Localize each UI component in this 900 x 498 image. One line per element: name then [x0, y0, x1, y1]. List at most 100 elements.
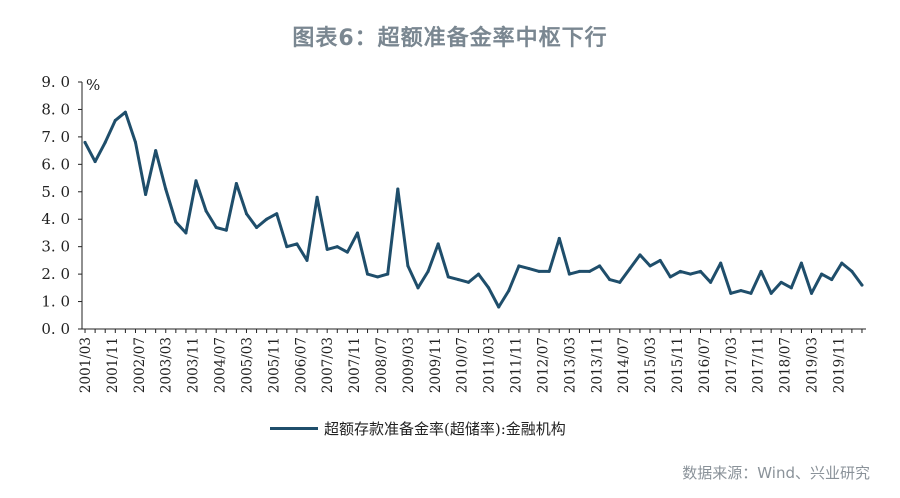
data-point — [517, 264, 521, 268]
x-tick-label: 2002/07 — [132, 337, 148, 393]
x-tick-label: 2012/07 — [535, 337, 551, 393]
data-point — [416, 286, 420, 290]
x-tick-label: 2005/03 — [239, 337, 255, 393]
data-point — [678, 269, 682, 273]
data-point — [376, 275, 380, 279]
y-tick-label: 6. 0 — [41, 155, 70, 173]
data-point — [729, 291, 733, 295]
data-point — [598, 264, 602, 268]
data-point — [366, 272, 370, 276]
data-point — [699, 269, 703, 273]
data-point — [456, 278, 460, 282]
y-tick-label: 3. 0 — [41, 238, 70, 256]
x-tick-label: 2011/03 — [482, 337, 498, 393]
data-point — [688, 272, 692, 276]
x-tick-label: 2016/07 — [697, 337, 713, 393]
x-tick-label: 2009/11 — [428, 337, 444, 393]
data-point — [345, 250, 349, 254]
data-point — [144, 193, 148, 197]
data-point — [133, 140, 137, 144]
x-tick-label: 2007/11 — [347, 337, 363, 393]
y-tick-label: 2. 0 — [41, 265, 70, 283]
data-point — [477, 272, 481, 276]
data-point — [759, 269, 763, 273]
data-point — [194, 179, 198, 183]
data-point — [335, 245, 339, 249]
x-tick-label: 2014/07 — [616, 337, 632, 393]
data-point — [386, 272, 390, 276]
data-point — [255, 225, 259, 229]
data-point — [860, 283, 864, 287]
data-point — [709, 280, 713, 284]
y-tick-label: 5. 0 — [41, 183, 70, 201]
x-tick-label: 2005/11 — [266, 337, 282, 393]
data-point — [557, 236, 561, 240]
data-point — [265, 217, 269, 221]
data-point — [174, 220, 178, 224]
x-tick-label: 2018/07 — [778, 337, 794, 393]
x-tick-label: 2008/07 — [374, 337, 390, 393]
data-point — [244, 212, 248, 216]
data-point — [396, 187, 400, 191]
x-tick-label: 2001/03 — [78, 337, 94, 393]
data-point — [719, 261, 723, 265]
x-tick-label: 2003/11 — [186, 337, 202, 393]
data-point — [547, 269, 551, 273]
data-point — [638, 253, 642, 257]
data-point — [83, 140, 87, 144]
data-point — [466, 280, 470, 284]
y-tick-label: 9. 0 — [41, 73, 70, 91]
legend: 超额存款准备金率(超储率):金融机构 — [270, 416, 566, 440]
data-point — [446, 275, 450, 279]
data-point — [830, 278, 834, 282]
data-point — [789, 286, 793, 290]
source-note: 数据来源：Wind、兴业研究 — [682, 464, 870, 482]
data-point — [628, 267, 632, 271]
x-tick-label: 2004/07 — [213, 337, 229, 393]
x-tick-label: 2009/03 — [401, 337, 417, 393]
data-point — [779, 280, 783, 284]
data-point — [436, 242, 440, 246]
data-point — [93, 160, 97, 164]
data-point — [154, 149, 158, 153]
data-point — [325, 247, 329, 251]
data-point — [588, 269, 592, 273]
x-tick-label: 2010/07 — [455, 337, 471, 393]
data-point — [810, 291, 814, 295]
data-point — [537, 269, 541, 273]
legend-label: 超额存款准备金率(超储率):金融机构 — [324, 419, 566, 438]
data-point — [749, 291, 753, 295]
legend-line-swatch — [270, 426, 318, 430]
y-tick-label: 1. 0 — [41, 293, 70, 311]
x-tick-label: 2015/03 — [643, 337, 659, 393]
data-point — [355, 231, 359, 235]
data-point — [497, 305, 501, 309]
data-point — [214, 225, 218, 229]
x-tick-label: 2019/11 — [831, 337, 847, 393]
data-point — [799, 261, 803, 265]
data-point — [224, 228, 228, 232]
data-point — [123, 110, 127, 114]
x-tick-label: 2017/03 — [724, 337, 740, 393]
data-point — [850, 269, 854, 273]
x-tick-label: 2011/11 — [509, 337, 525, 393]
data-point — [275, 212, 279, 216]
x-tick-label: 2006/07 — [293, 337, 309, 393]
x-tick-label: 2013/11 — [589, 337, 605, 393]
data-point — [507, 289, 511, 293]
data-point — [668, 275, 672, 279]
x-tick-label: 2017/11 — [751, 337, 767, 393]
y-tick-label: 0. 0 — [41, 320, 70, 338]
data-point — [204, 209, 208, 213]
data-point — [608, 278, 612, 282]
y-tick-label: 4. 0 — [41, 210, 70, 228]
data-point — [577, 269, 581, 273]
data-point — [618, 280, 622, 284]
data-point — [305, 258, 309, 262]
x-tick-label: 2007/03 — [320, 337, 336, 393]
data-point — [527, 267, 531, 271]
x-tick-label: 2019/03 — [805, 337, 821, 393]
data-point — [234, 182, 238, 186]
series-line — [83, 110, 864, 309]
